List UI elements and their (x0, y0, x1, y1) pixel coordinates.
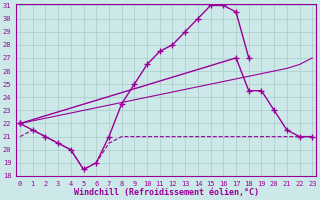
X-axis label: Windchill (Refroidissement éolien,°C): Windchill (Refroidissement éolien,°C) (74, 188, 259, 197)
